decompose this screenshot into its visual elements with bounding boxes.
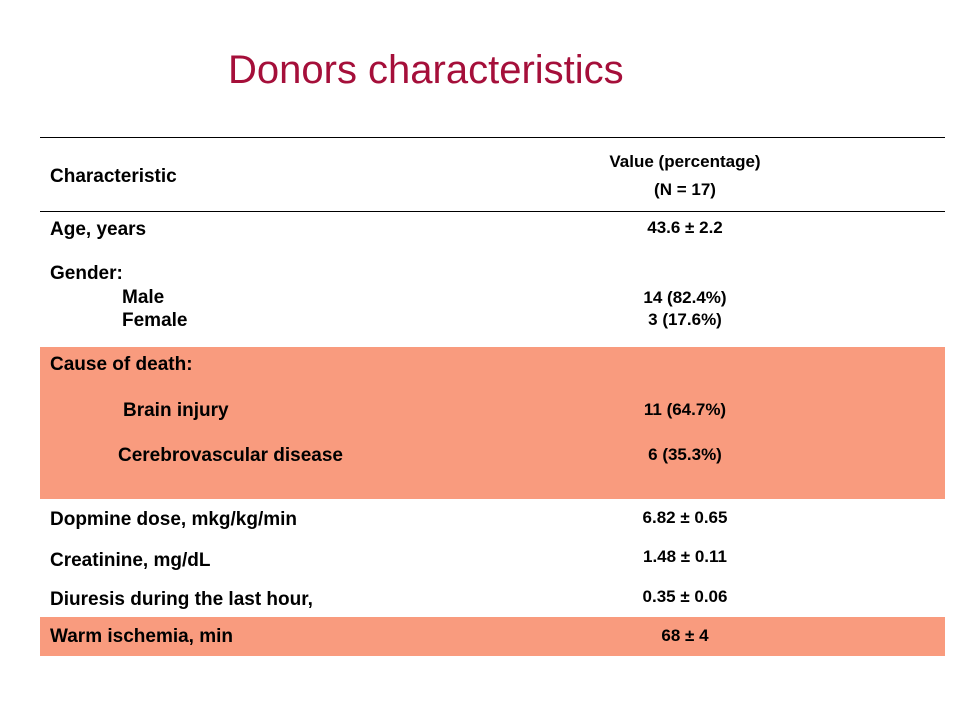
row-label: Age, years [50,219,147,240]
row-label: Gender: [50,263,123,284]
table-row-warm-ischemia: Warm ischemia, min 68 ± 4 [40,617,945,656]
row-label: Dopmine dose, mkg/kg/min [50,509,298,530]
page-title: Donors characteristics [228,48,624,92]
row-value: 1.48 ± 0.11 [642,547,727,566]
header-value-line1: Value (percentage) [609,152,761,171]
row-label: Warm ischemia, min [50,626,234,647]
row-value: 43.6 ± 2.2 [647,218,723,237]
row-value: 68 ± 4 [661,626,709,645]
row-value: 0.35 ± 0.06 [642,587,728,606]
sub-value-male: 14 (82.4%) [643,288,727,307]
row-value: 6.82 ± 0.65 [642,508,728,527]
header-bottom-rule [40,211,945,212]
sub-value-female: 3 (17.6%) [648,310,722,329]
sub-label-male: Male [122,287,165,308]
sub-label-cerebrovascular: Cerebrovascular disease [118,445,343,466]
header-characteristic: Characteristic [50,166,177,187]
row-label: Cause of death: [50,354,193,375]
sub-label-brain-injury: Brain injury [123,400,229,421]
header-value-line2: (N = 17) [654,180,716,199]
sub-label-female: Female [122,310,188,331]
table-top-rule [40,137,945,138]
row-label: Creatinine, mg/dL [50,550,211,571]
sub-value-brain-injury: 11 (64.7%) [643,400,727,419]
table-row-cause-of-death: Cause of death: Brain injury 11 (64.7%) … [40,347,945,499]
sub-value-cerebrovascular: 6 (35.3%) [648,445,722,464]
row-label: Diuresis during the last hour, [50,589,313,610]
